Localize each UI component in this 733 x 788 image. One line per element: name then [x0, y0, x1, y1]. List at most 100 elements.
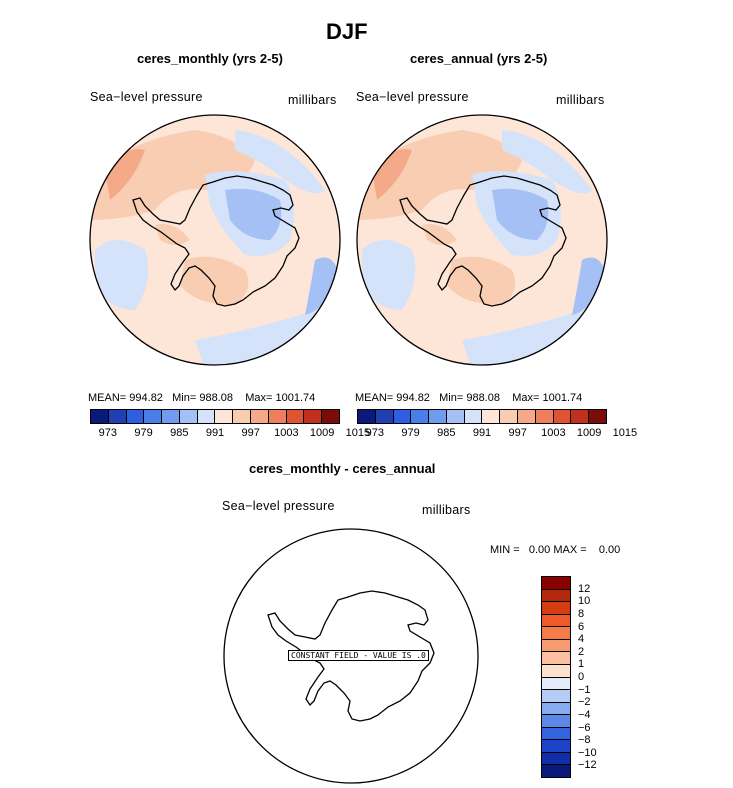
colorbar-swatch [215, 410, 234, 423]
panel-1-min-value: 988.08 [199, 392, 233, 404]
diff-colorbar-tick-label: −1 [578, 683, 591, 696]
panel-2-stats: MEAN= 994.82 Min= 988.08 Max= 1001.74 [355, 392, 582, 404]
panel-2-min-value: 988.08 [466, 392, 500, 404]
colorbar-swatch [375, 410, 394, 423]
diff-colorbar-swatch [542, 614, 570, 628]
colorbar-swatch [108, 410, 127, 423]
panel-1-stats: MEAN= 994.82 Min= 988.08 Max= 1001.74 [88, 392, 315, 404]
diff-colorbar-tick-label: 6 [578, 620, 585, 633]
colorbar-tick-label: 985 [437, 427, 456, 439]
diff-colorbar-tick-label: 1 [578, 658, 585, 671]
diff-colorbar-tick-label: −12 [578, 759, 597, 772]
diff-colorbar-swatch [542, 664, 570, 678]
diff-colorbar-swatch [542, 652, 570, 665]
colorbar-tick-label: 985 [170, 427, 189, 439]
diff-colorbar-tick-label: 2 [578, 645, 585, 658]
panel-2-title: ceres_annual (yrs 2-5) [410, 51, 548, 66]
diff-colorbar-swatch [542, 627, 570, 640]
colorbar-tick-label: 1003 [274, 427, 299, 439]
panel-2-mean-value: 994.82 [396, 392, 430, 404]
diff-colorbar-swatch [542, 715, 570, 728]
colorbar-tick-label: 991 [472, 427, 492, 439]
colorbar-swatch [162, 410, 180, 423]
colorbar-tick-label: 973 [98, 427, 118, 439]
panel-1-map [89, 114, 341, 366]
diff-colorbar-tick-label: 10 [578, 595, 591, 608]
diff-max-value: 0.00 [598, 544, 621, 556]
colorbar-swatch [197, 410, 216, 423]
diff-min-value: 0.00 [528, 544, 551, 556]
diff-colorbar-tick-label: −2 [578, 696, 591, 709]
colorbar-tick-label: 1015 [345, 427, 371, 439]
diff-colorbar-tick-label: 12 [578, 582, 591, 595]
colorbar-swatch [553, 410, 572, 423]
diff-panel-variable: Sea−level pressure [222, 499, 335, 513]
diff-colorbar-swatch [542, 690, 570, 703]
colorbar-swatch [251, 410, 269, 423]
panel-2-max-value: 1001.74 [542, 392, 583, 404]
panel-1-colorbar [90, 409, 340, 424]
diff-panel-units: millibars [422, 503, 471, 517]
colorbar-swatch [500, 410, 519, 423]
panel-2-mean-label: MEAN= [355, 392, 394, 404]
panel-2-colorbar [357, 409, 607, 424]
colorbar-swatch [179, 410, 198, 423]
panel-2-map [356, 114, 608, 366]
colorbar-swatch [144, 410, 163, 423]
diff-colorbar-swatch [542, 765, 570, 777]
diff-colorbar-swatch [542, 727, 570, 741]
colorbar-swatch [286, 410, 305, 423]
diff-colorbar-swatch [542, 602, 570, 615]
colorbar-swatch [464, 410, 483, 423]
diff-colorbar-tick-label: 8 [578, 607, 585, 620]
diff-min-label: MIN = [490, 544, 520, 556]
diff-panel-title: ceres_monthly - ceres_annual [249, 461, 436, 476]
panel-1-variable: Sea−level pressure [90, 90, 203, 104]
diff-colorbar-swatch [542, 589, 570, 603]
diff-colorbar-tick-label: −8 [578, 734, 591, 747]
colorbar-swatch [393, 410, 412, 423]
colorbar-swatch [446, 410, 465, 423]
diff-colorbar-tick-label: 0 [578, 671, 585, 683]
colorbar-swatch [535, 410, 554, 423]
panel-1-max-label: Max= [245, 392, 273, 404]
diff-colorbar-tick-label: 4 [578, 633, 585, 646]
panel-1-title: ceres_monthly (yrs 2-5) [137, 51, 283, 66]
diff-colorbar-tick-label: −4 [578, 708, 591, 721]
figure-title: DJF [326, 19, 368, 44]
diff-colorbar-tick-label: −6 [578, 721, 591, 734]
colorbar-swatch [304, 410, 323, 423]
panel-1-min-label: Min= [172, 392, 197, 404]
colorbar-swatch [482, 410, 501, 423]
panel-1-max-value: 1001.74 [275, 392, 316, 404]
diff-colorbar-swatch [542, 639, 570, 653]
colorbar-tick-label: 1003 [541, 427, 566, 439]
colorbar-tick-label: 1009 [576, 427, 602, 439]
colorbar-swatch [322, 410, 339, 423]
colorbar-swatch [518, 410, 536, 423]
colorbar-tick-label: 1009 [309, 427, 335, 439]
diff-colorbar-ticks: 12 10 8 6 4 2 1 0 −1 −2 −4 −6 −8 −10 −12 [578, 576, 618, 778]
diff-colorbar-swatch [542, 677, 570, 691]
colorbar-swatch [589, 410, 606, 423]
diff-panel-stats: MIN = 0.00 MAX = 0.00 [490, 544, 620, 556]
colorbar-tick-label: 979 [134, 427, 153, 439]
colorbar-swatch [268, 410, 287, 423]
diff-colorbar-tick-label: −10 [578, 746, 597, 759]
panel-2-variable: Sea−level pressure [356, 90, 469, 104]
panel-1-mean-label: MEAN= [88, 392, 127, 404]
panel-2-min-label: Min= [439, 392, 464, 404]
colorbar-swatch [91, 410, 109, 423]
diff-colorbar-swatch [542, 752, 570, 766]
colorbar-swatch [571, 410, 590, 423]
colorbar-tick-label: 1015 [612, 427, 638, 439]
diff-colorbar-swatch [542, 740, 570, 753]
colorbar-tick-label: 979 [401, 427, 420, 439]
colorbar-swatch [429, 410, 447, 423]
colorbar-tick-label: 997 [508, 427, 527, 439]
colorbar-tick-label: 973 [365, 427, 385, 439]
colorbar-tick-label: 991 [205, 427, 225, 439]
colorbar-swatch [233, 410, 252, 423]
panel-2-units: millibars [556, 93, 605, 107]
diff-colorbar-swatch [542, 702, 570, 716]
